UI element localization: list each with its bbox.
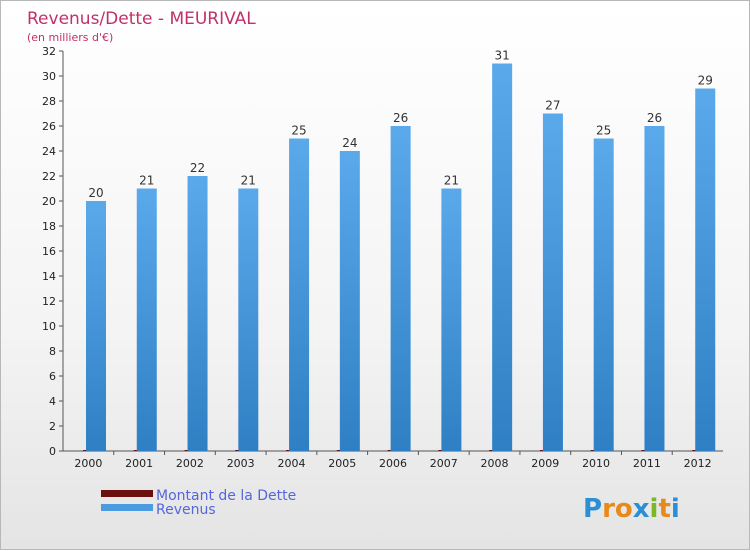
data-label-revenus: 29 [698, 74, 713, 88]
data-label-revenus: 26 [393, 111, 408, 125]
bar-revenus [644, 126, 665, 451]
data-label-revenus: 25 [291, 124, 306, 138]
bars: 020021022021025024026021031027025026029 [83, 49, 716, 451]
x-tick-label: 2006 [379, 457, 407, 470]
chart-title: Revenus/Dette - MEURIVAL [27, 9, 256, 29]
y-tick-label: 20 [42, 195, 56, 208]
y-tick-label: 22 [42, 170, 56, 183]
logo-text: Proxiti [583, 494, 680, 524]
y-tick-label: 24 [42, 145, 56, 158]
x-tick-label: 2000 [74, 457, 102, 470]
bar-revenus [136, 188, 157, 451]
data-label-revenus: 24 [342, 136, 357, 150]
y-tick-label: 16 [42, 245, 56, 258]
bar-revenus [542, 113, 563, 451]
y-tick-label: 0 [49, 445, 56, 458]
y-tick-label: 4 [49, 395, 56, 408]
x-tick-label: 2005 [328, 457, 356, 470]
bar-revenus [441, 188, 462, 451]
x-tick-label: 2004 [277, 457, 305, 470]
x-tick-label: 2009 [531, 457, 559, 470]
legend-swatch-revenus [101, 504, 153, 511]
data-label-revenus: 26 [647, 111, 662, 125]
y-tick-label: 28 [42, 95, 56, 108]
proxiti-logo: Proxiti [583, 494, 680, 524]
data-label-revenus: 21 [444, 174, 459, 188]
bar-revenus [289, 138, 310, 451]
x-tick-label: 2010 [582, 457, 610, 470]
x-tick-label: 2012 [684, 457, 712, 470]
legend: Montant de la Dette Revenus [101, 488, 296, 518]
bar-revenus [339, 151, 360, 451]
x-tick-label: 2003 [227, 457, 255, 470]
y-tick-label: 2 [49, 420, 56, 433]
x-tick-label: 2007 [430, 457, 458, 470]
x-tick-label: 2001 [125, 457, 153, 470]
y-tick-label: 30 [42, 70, 56, 83]
bar-revenus [492, 63, 513, 451]
x-tick-label: 2011 [633, 457, 661, 470]
data-label-revenus: 27 [545, 99, 560, 113]
bar-revenus [390, 126, 411, 451]
x-tick-label: 2002 [176, 457, 204, 470]
chart-subtitle: (en milliers d'€) [27, 31, 113, 44]
y-tick-label: 10 [42, 320, 56, 333]
legend-swatch-dette [101, 490, 153, 497]
data-label-revenus: 20 [88, 186, 103, 200]
bar-revenus [187, 176, 208, 451]
data-label-revenus: 22 [190, 161, 205, 175]
bar-revenus [695, 88, 716, 451]
bar-revenus [593, 138, 614, 451]
y-tick-label: 14 [42, 270, 56, 283]
x-tick-label: 2008 [481, 457, 509, 470]
data-label-revenus: 25 [596, 124, 611, 138]
data-label-revenus: 21 [241, 174, 256, 188]
bar-revenus [238, 188, 259, 451]
y-tick-label: 12 [42, 295, 56, 308]
legend-label-revenus: Revenus [156, 502, 216, 518]
y-tick-label: 6 [49, 370, 56, 383]
y-tick-label: 8 [49, 345, 56, 358]
data-label-revenus: 21 [139, 174, 154, 188]
legend-label-dette: Montant de la Dette [156, 488, 296, 504]
y-tick-label: 32 [42, 45, 56, 58]
data-label-revenus: 31 [495, 49, 510, 63]
bar-revenus [86, 201, 106, 451]
y-tick-label: 26 [42, 120, 56, 133]
y-tick-label: 18 [42, 220, 56, 233]
